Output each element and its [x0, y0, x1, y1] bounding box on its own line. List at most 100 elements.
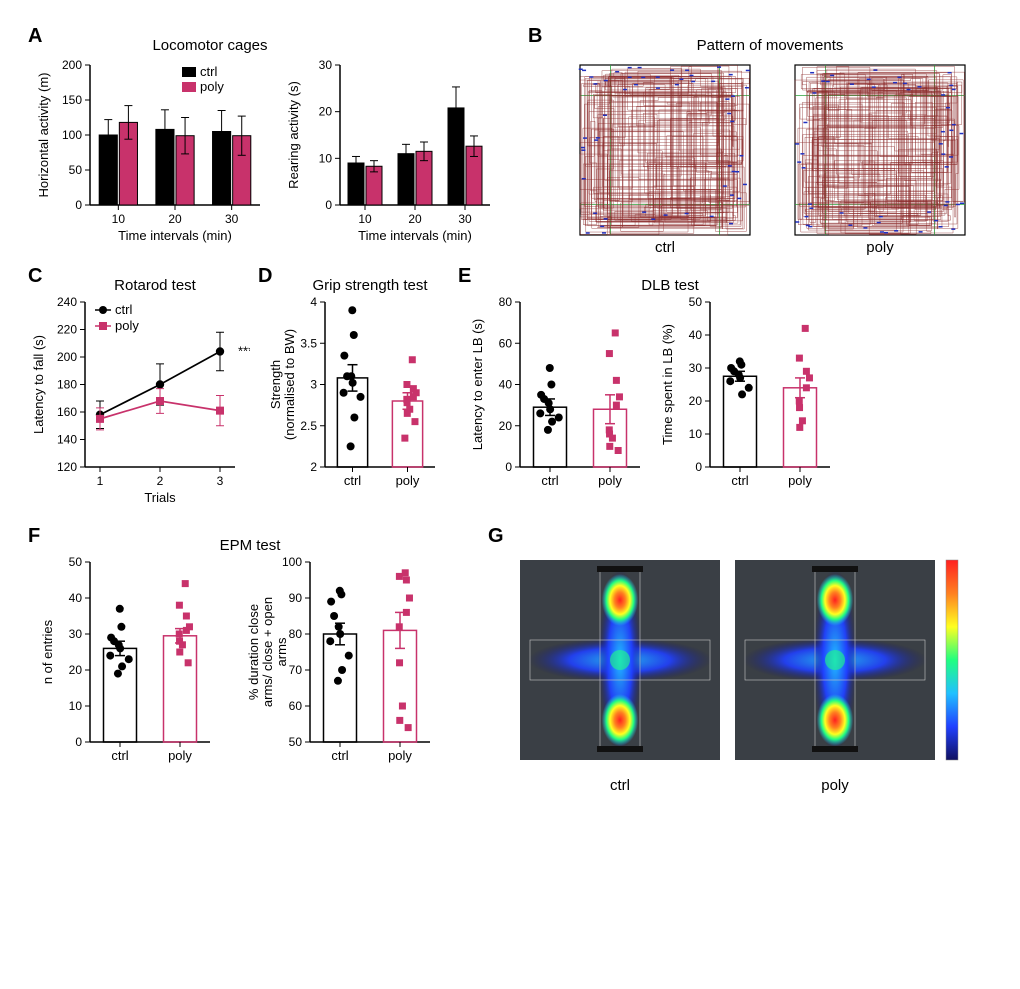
panel-b: B Pattern of movements ctrl poly — [520, 20, 1000, 260]
svg-text:poly: poly — [396, 473, 420, 488]
panel-b-poly-label: poly — [866, 239, 894, 256]
svg-text:arms/ close + open: arms/ close + open — [260, 597, 275, 707]
svg-text:10: 10 — [112, 212, 126, 226]
panel-c: C Rotarod test 120140160180200220240123T… — [20, 260, 250, 520]
panel-e-title: DLB test — [641, 277, 699, 294]
svg-text:4: 4 — [310, 295, 317, 309]
svg-text:0: 0 — [75, 735, 82, 749]
svg-text:180: 180 — [57, 378, 77, 392]
svg-text:100: 100 — [282, 555, 302, 569]
movement-pattern-poly — [795, 65, 965, 235]
svg-text:30: 30 — [319, 58, 333, 72]
grip-strength-chart: 2 2.5 3 3.5 4 ctrl poly Strength(normalised to … — [268, 295, 435, 488]
svg-text:60: 60 — [499, 336, 513, 350]
svg-text:100: 100 — [62, 128, 82, 142]
svg-text:240: 240 — [57, 295, 77, 309]
epm-entries-chart: 01020304050ctrlpolyn of entries — [40, 555, 210, 763]
panel-f-label: F — [28, 525, 40, 547]
svg-text:50: 50 — [69, 163, 83, 177]
svg-text:30: 30 — [689, 361, 703, 375]
svg-text:20: 20 — [69, 663, 83, 677]
panel-b-ctrl-label: ctrl — [655, 239, 675, 256]
svg-text:poly: poly — [115, 318, 139, 333]
rotarod-chart: 120140160180200220240123TrialsLatency to… — [31, 295, 250, 505]
svg-text:20: 20 — [168, 212, 182, 226]
svg-text:20: 20 — [689, 394, 703, 408]
svg-text:0: 0 — [695, 460, 702, 474]
svg-text:50: 50 — [689, 295, 703, 309]
svg-text:30: 30 — [225, 212, 239, 226]
panel-a-title: Locomotor cages — [152, 37, 267, 54]
dlb-latency-chart: 020406080ctrlpolyLatency to enter LB (s) — [470, 295, 640, 488]
svg-text:30: 30 — [69, 627, 83, 641]
svg-text:220: 220 — [57, 323, 77, 337]
epm-duration-chart: 5060708090100ctrlpoly% duration closearm… — [246, 555, 430, 763]
svg-text:30: 30 — [458, 212, 472, 226]
panel-g: G ctrl poly — [480, 520, 980, 800]
movement-pattern-ctrl — [579, 65, 750, 235]
svg-text:2: 2 — [310, 460, 317, 474]
svg-text:poly: poly — [168, 748, 192, 763]
panel-b-title: Pattern of movements — [697, 37, 844, 54]
svg-text:120: 120 — [57, 460, 77, 474]
row-3: F EPM test 01020304050ctrlpolyn of entri… — [20, 520, 1000, 800]
svg-text:1: 1 — [97, 474, 104, 488]
svg-text:10: 10 — [689, 427, 703, 441]
panel-b-label: B — [528, 25, 542, 47]
horizontal-activity-chart: 0 50 100 150 200 10 20 30 Time intervals (min) Ho… — [36, 58, 260, 243]
svg-text:50: 50 — [69, 555, 83, 569]
svg-text:Trials: Trials — [144, 490, 176, 505]
svg-text:200: 200 — [57, 350, 77, 364]
svg-text:ctrl: ctrl — [541, 473, 558, 488]
svg-text:ctrl: ctrl — [200, 64, 217, 79]
svg-text:0: 0 — [505, 460, 512, 474]
svg-text:poly: poly — [598, 473, 622, 488]
svg-text:40: 40 — [689, 328, 703, 342]
svg-text:10: 10 — [69, 699, 83, 713]
figure: A Locomotor cages 050100150200102030Time… — [20, 20, 1000, 800]
svg-text:70: 70 — [289, 663, 303, 677]
panel-a-label: A — [28, 25, 42, 47]
panel-e-label: E — [458, 265, 471, 287]
dlb-timespent-chart: 01020304050ctrlpolyTime spent in LB (%) — [660, 295, 830, 488]
svg-text:140: 140 — [57, 433, 77, 447]
svg-text:3.5: 3.5 — [300, 336, 317, 350]
svg-text:20: 20 — [319, 105, 333, 119]
svg-text:(normalised to BW): (normalised to BW) — [282, 329, 297, 440]
svg-text:150: 150 — [62, 93, 82, 107]
panel-a: A Locomotor cages 0 50 100 150 200 10 20 30 Time… — [20, 20, 520, 260]
panel-g-label: G — [488, 525, 504, 547]
epm-heatmap-ctrl — [520, 560, 720, 760]
svg-text:0: 0 — [75, 198, 82, 212]
svg-text:60: 60 — [289, 699, 303, 713]
svg-text:3: 3 — [310, 378, 317, 392]
panel-f: F EPM test 01020304050ctrlpolyn of entri… — [20, 520, 480, 800]
panel-g-ctrl-label: ctrl — [610, 777, 630, 794]
epm-heatmap-poly — [735, 560, 935, 760]
panel-d-label: D — [258, 265, 272, 287]
svg-text:200: 200 — [62, 58, 82, 72]
svg-text:80: 80 — [289, 627, 303, 641]
svg-text:160: 160 — [57, 405, 77, 419]
row-1: A Locomotor cages 0 50 100 150 200 10 20 30 Time… — [20, 20, 1000, 260]
panel-d-title: Grip strength test — [312, 277, 428, 294]
svg-text:20: 20 — [408, 212, 422, 226]
svg-text:Latency to fall (s): Latency to fall (s) — [31, 335, 46, 434]
svg-text:% duration close: % duration close — [246, 604, 261, 700]
svg-text:Time intervals (min): Time intervals (min) — [118, 228, 232, 243]
svg-text:Strength: Strength — [268, 360, 283, 409]
svg-text:ctrl: ctrl — [111, 748, 128, 763]
heatmap-colorbar — [946, 560, 958, 760]
panel-c-label: C — [28, 265, 42, 287]
panel-f-title: EPM test — [220, 537, 282, 554]
svg-text:***: *** — [238, 344, 250, 359]
svg-text:Horizontal activity (m): Horizontal activity (m) — [36, 73, 51, 198]
svg-text:40: 40 — [499, 378, 513, 392]
rearing-activity-chart: 0102030102030Time intervals (min)Rearing… — [286, 58, 490, 243]
svg-text:poly: poly — [788, 473, 812, 488]
svg-text:poly: poly — [388, 748, 412, 763]
svg-text:ctrl: ctrl — [344, 473, 361, 488]
panel-c-title: Rotarod test — [114, 277, 197, 294]
svg-text:90: 90 — [289, 591, 303, 605]
svg-text:2.5: 2.5 — [300, 419, 317, 433]
